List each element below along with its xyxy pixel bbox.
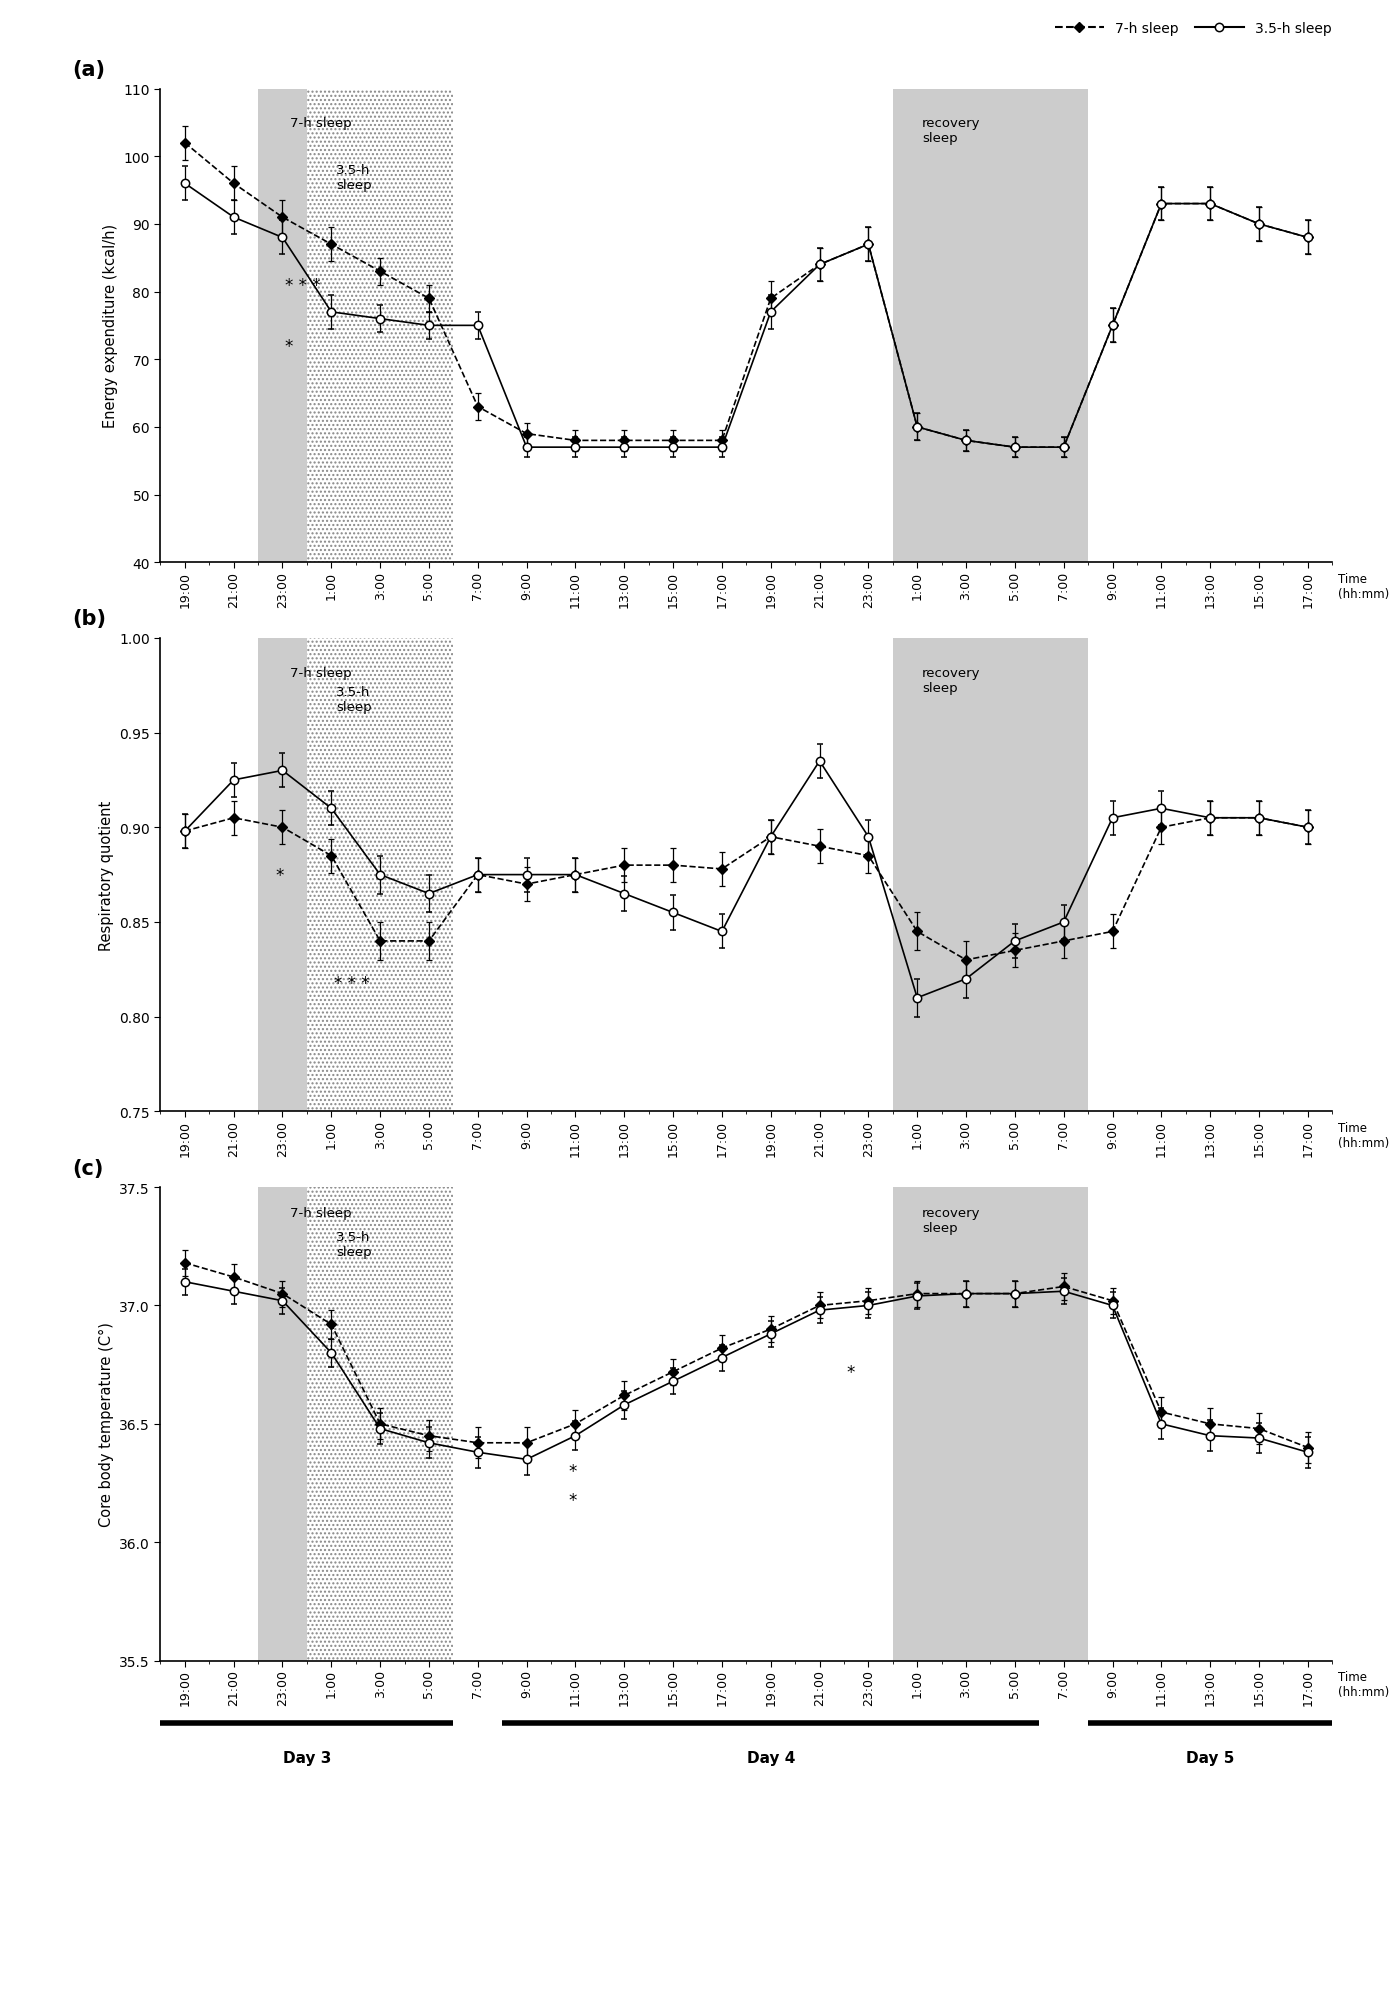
Text: * * *: * * *	[333, 975, 370, 993]
Text: recovery
sleep: recovery sleep	[922, 1207, 981, 1235]
Bar	[258, 1187, 453, 1661]
Bar	[893, 1187, 1088, 1661]
Text: *: *	[285, 338, 293, 356]
Text: *: *	[568, 1462, 576, 1480]
Bar	[307, 638, 453, 1112]
Text: (b): (b)	[73, 609, 106, 629]
Bar	[258, 90, 453, 563]
Text: recovery
sleep: recovery sleep	[922, 666, 981, 694]
Text: Time
(hh:mm): Time (hh:mm)	[1338, 1671, 1389, 1699]
Bar	[307, 1187, 453, 1661]
Text: 7-h sleep: 7-h sleep	[290, 1207, 352, 1219]
Legend: 7-h sleep, 3.5-h sleep: 7-h sleep, 3.5-h sleep	[1049, 16, 1336, 42]
Text: 3.5-h
sleep: 3.5-h sleep	[336, 686, 372, 714]
Text: recovery
sleep: recovery sleep	[922, 117, 981, 145]
Text: 7-h sleep: 7-h sleep	[290, 117, 352, 129]
Y-axis label: Respiratory quotient: Respiratory quotient	[99, 800, 114, 951]
Text: Time
(hh:mm): Time (hh:mm)	[1338, 1122, 1389, 1150]
Text: Time
(hh:mm): Time (hh:mm)	[1338, 573, 1389, 601]
Bar	[307, 638, 453, 1112]
Text: *: *	[275, 865, 283, 885]
Text: (c): (c)	[73, 1158, 103, 1177]
Text: Day 5: Day 5	[1186, 1750, 1235, 1766]
Text: Day 4: Day 4	[746, 1750, 795, 1766]
Bar	[893, 638, 1088, 1112]
Text: *: *	[847, 1362, 855, 1380]
Text: (a): (a)	[73, 60, 106, 80]
Text: Day 3: Day 3	[283, 1750, 331, 1766]
Text: 3.5-h
sleep: 3.5-h sleep	[336, 163, 372, 191]
Text: *: *	[568, 1492, 576, 1510]
Text: * * *: * * *	[285, 276, 321, 294]
Bar	[258, 638, 453, 1112]
Bar	[307, 90, 453, 563]
Y-axis label: Energy expenditure (kcal/h): Energy expenditure (kcal/h)	[103, 225, 119, 428]
Text: 7-h sleep: 7-h sleep	[290, 666, 352, 680]
Bar	[307, 90, 453, 563]
Bar	[307, 1187, 453, 1661]
Y-axis label: Core body temperature (C°): Core body temperature (C°)	[99, 1323, 114, 1526]
Text: 3.5-h
sleep: 3.5-h sleep	[336, 1229, 372, 1257]
Bar	[893, 90, 1088, 563]
